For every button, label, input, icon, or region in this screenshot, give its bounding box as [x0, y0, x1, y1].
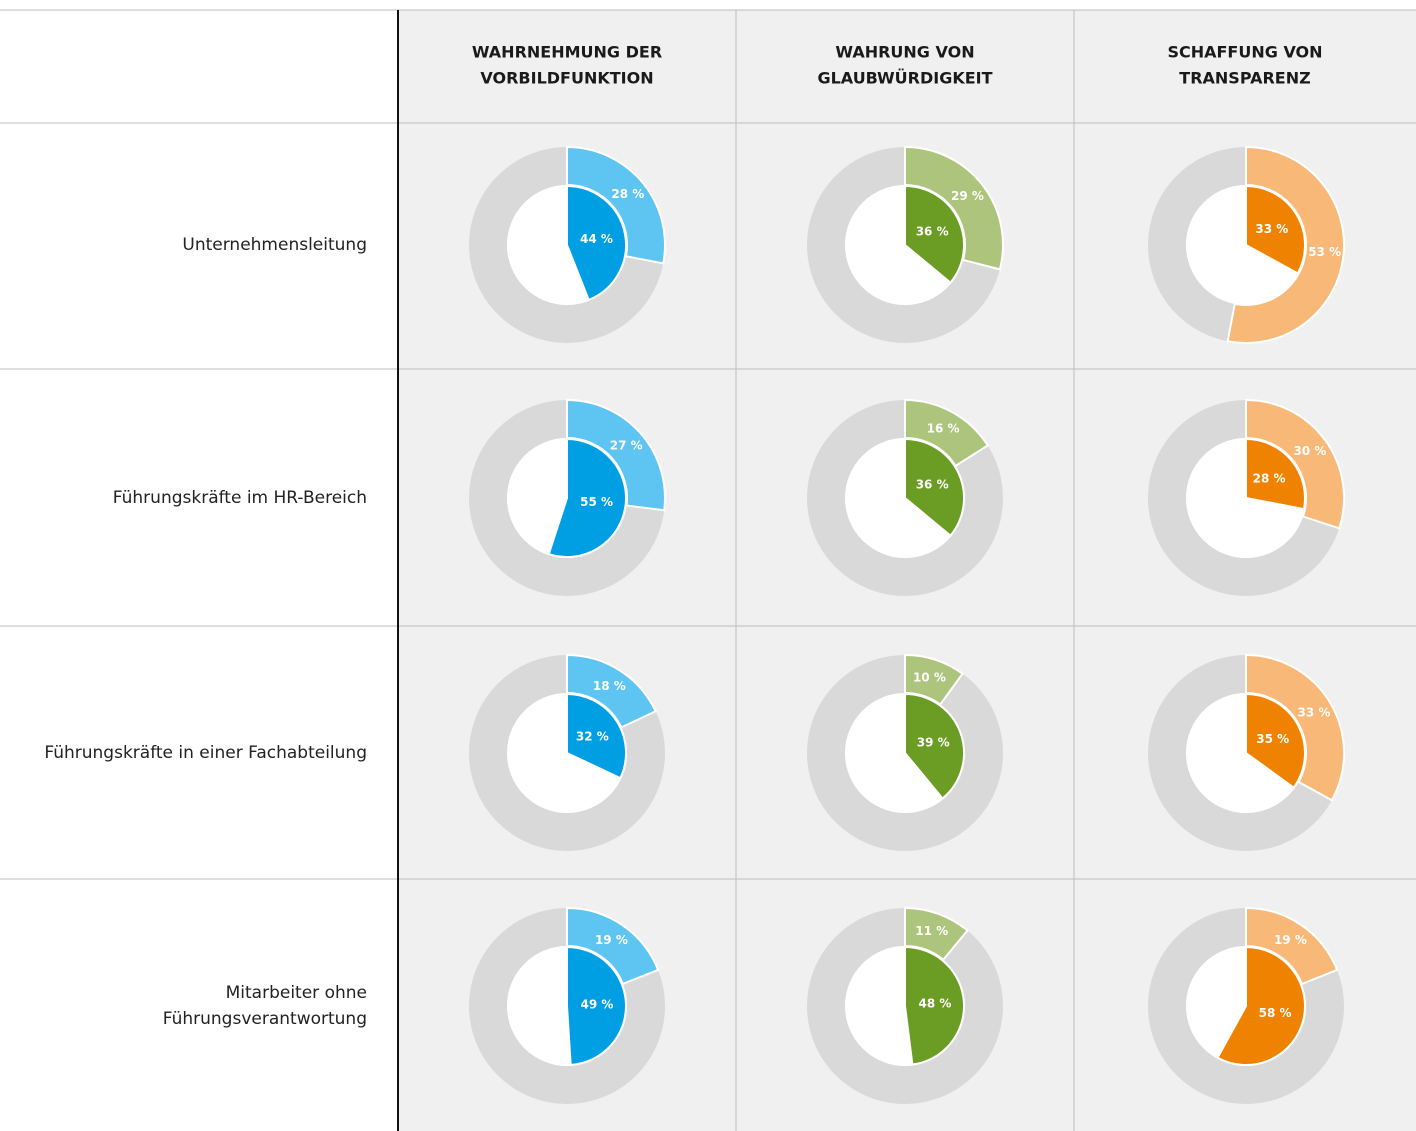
outer-label: 29 %: [951, 189, 984, 203]
outer-label: 33 %: [1298, 705, 1331, 719]
row-label: Mitarbeiter ohne: [226, 983, 367, 1003]
row-label: Führungskräfte in einer Fachabteilung: [44, 743, 367, 763]
column-header: GLAUBWÜRDIGKEIT: [817, 69, 992, 88]
inner-wedge: [904, 184, 965, 285]
inner-wedge: [1245, 184, 1306, 275]
outer-label: 18 %: [593, 679, 626, 693]
inner-label: 49 %: [581, 998, 614, 1012]
inner-wedge: [566, 945, 627, 1066]
inner-label: 36 %: [916, 225, 949, 239]
outer-label: 16 %: [927, 421, 960, 435]
column-header: WAHRNEHMUNG DER: [472, 43, 662, 62]
inner-wedge: [1245, 692, 1306, 790]
column-header: TRANSPARENZ: [1179, 69, 1310, 88]
inner-label: 55 %: [580, 495, 613, 509]
outer-label: 30 %: [1293, 444, 1326, 458]
column-header: SCHAFFUNG VON: [1167, 43, 1322, 62]
outer-label: 11 %: [915, 924, 948, 938]
inner-wedge: [1245, 437, 1306, 511]
outer-label: 53 %: [1308, 245, 1341, 259]
inner-wedge: [547, 437, 627, 558]
inner-wedge: [904, 945, 965, 1066]
inner-label: 35 %: [1256, 732, 1289, 746]
inner-wedge: [566, 184, 627, 302]
row-label: Führungskräfte im HR-Bereich: [113, 488, 367, 508]
row-label: Unternehmensleitung: [182, 235, 367, 255]
inner-label: 44 %: [580, 232, 613, 246]
outer-label: 10 %: [913, 670, 946, 684]
inner-wedge: [1216, 945, 1306, 1066]
inner-wedge: [566, 692, 627, 780]
outer-label: 19 %: [1274, 933, 1307, 947]
inner-label: 33 %: [1255, 222, 1288, 236]
inner-label: 58 %: [1259, 1006, 1292, 1020]
outer-label: 19 %: [595, 933, 628, 947]
row-label: Führungsverantwortung: [163, 1009, 367, 1029]
column-header: WAHRUNG VON: [835, 43, 974, 62]
inner-label: 36 %: [916, 478, 949, 492]
inner-label: 32 %: [576, 729, 609, 743]
column-header: VORBILDFUNKTION: [480, 69, 653, 88]
outer-label: 27 %: [610, 438, 643, 452]
outer-label: 28 %: [611, 187, 644, 201]
inner-label: 48 %: [918, 997, 951, 1011]
inner-wedge: [904, 692, 965, 800]
inner-wedge: [904, 437, 965, 538]
inner-label: 39 %: [917, 735, 950, 749]
inner-label: 28 %: [1253, 471, 1286, 485]
